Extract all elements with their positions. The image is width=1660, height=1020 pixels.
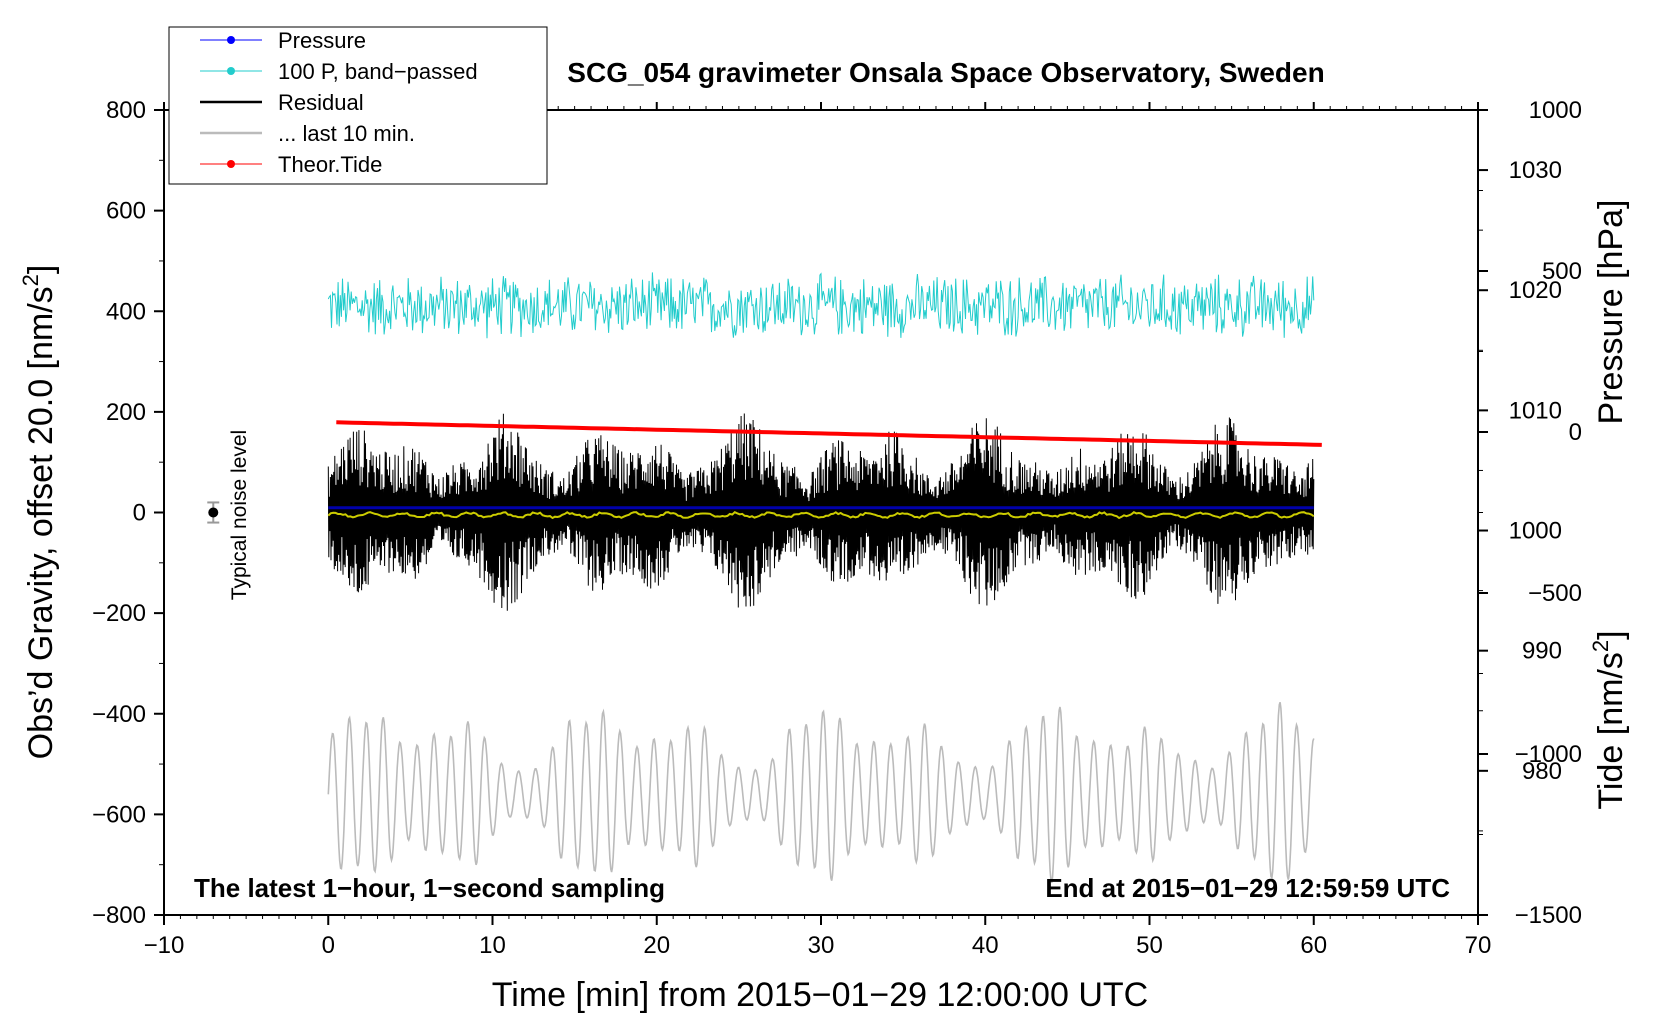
- y-axis-title-sup: 2: [18, 274, 43, 286]
- series-low-pass-residual: [327, 511, 1315, 520]
- pressure-tick-label-0: 1030: [1509, 157, 1562, 184]
- tide-tick-label-4: −1000: [1515, 741, 1582, 768]
- tide-tick-label-1: 500: [1542, 258, 1582, 285]
- tide-tick-label-3: −500: [1528, 580, 1582, 607]
- pressure-tick-label-3: 1000: [1509, 518, 1562, 545]
- series-layer: [327, 272, 1322, 883]
- y-tick-label-0: 800: [106, 97, 146, 124]
- pressure-tick-label-1: 1020: [1509, 277, 1562, 304]
- annotation-left: The latest 1−hour, 1−second sampling: [194, 873, 665, 903]
- series-last-10-min: [327, 701, 1315, 883]
- legend-label-4: Theor.Tide: [278, 152, 382, 177]
- y-tick-label-5: −200: [92, 600, 146, 627]
- legend-label-3: ... last 10 min.: [278, 121, 415, 146]
- tide-axis-title: Tide [nm/s2]: [1588, 630, 1630, 809]
- x-tick-label-5: 40: [972, 932, 999, 959]
- pressure-tick-label-5: 980: [1522, 758, 1562, 785]
- series-band-passed-pressure: [327, 272, 1315, 339]
- tide-axis-title-close: ]: [1592, 630, 1630, 639]
- y-axis-title-close: ]: [22, 265, 60, 274]
- legend: Pressure 100 P, band−passed Residual ... la…: [168, 26, 548, 185]
- tide-tick-label-2: 0: [1569, 419, 1582, 446]
- noise-point: [208, 507, 219, 518]
- y-tick-label-1: 600: [106, 198, 146, 225]
- y-tick-label-4: 0: [133, 500, 146, 527]
- y-tick-label-6: −400: [92, 701, 146, 728]
- annotation-right: End at 2015−01−29 12:59:59 UTC: [1045, 873, 1450, 903]
- legend-label-2: Residual: [278, 90, 364, 115]
- chart-title: SCG_054 gravimeter Onsala Space Observat…: [567, 57, 1324, 88]
- x-tick-label-8: 70: [1465, 932, 1492, 959]
- y-tick-label-2: 400: [106, 298, 146, 325]
- legend-label-1: 100 P, band−passed: [278, 59, 478, 84]
- pressure-axis-title: Pressure [hPa]: [1592, 200, 1630, 425]
- x-tick-label-7: 60: [1300, 932, 1327, 959]
- tide-axis-title-sup: 2: [1588, 640, 1613, 652]
- noise-label: Typical noise level: [228, 430, 251, 600]
- y-tick-label-7: −600: [92, 801, 146, 828]
- pressure-tick-label-2: 1010: [1509, 397, 1562, 424]
- tide-tick-label-0: 1000: [1529, 97, 1582, 124]
- legend-box: [168, 26, 548, 185]
- y-tick-label-8: −800: [92, 902, 146, 929]
- series-residual: [327, 413, 1315, 611]
- series-theoretical-tide: [336, 420, 1322, 447]
- tick-marks: −10 0 10 20 30 40 50 60 708006004002000−200−400−…: [92, 97, 1582, 959]
- legend-label-0: Pressure: [278, 28, 366, 53]
- legend-marker-0: [227, 36, 235, 44]
- noise-level-indicator: Typical noise level: [207, 430, 251, 600]
- x-tick-label-4: 30: [808, 932, 835, 959]
- x-axis-title: Time [min] from 2015−01−29 12:00:00 UTC: [492, 976, 1148, 1014]
- x-tick-label-1: 0: [322, 932, 335, 959]
- legend-marker-4: [227, 160, 235, 168]
- legend-marker-1: [227, 67, 235, 75]
- x-tick-label-2: 10: [479, 932, 506, 959]
- x-tick-label-3: 20: [643, 932, 670, 959]
- tide-tick-label-5: −1500: [1515, 902, 1582, 929]
- y-axis-title: Obs’d Gravity, offset 20.0 [nm/s2]: [18, 265, 60, 760]
- y-tick-label-3: 200: [106, 399, 146, 426]
- x-tick-label-0: −10: [144, 932, 185, 959]
- pressure-tick-label-4: 990: [1522, 638, 1562, 665]
- x-tick-label-6: 50: [1136, 932, 1163, 959]
